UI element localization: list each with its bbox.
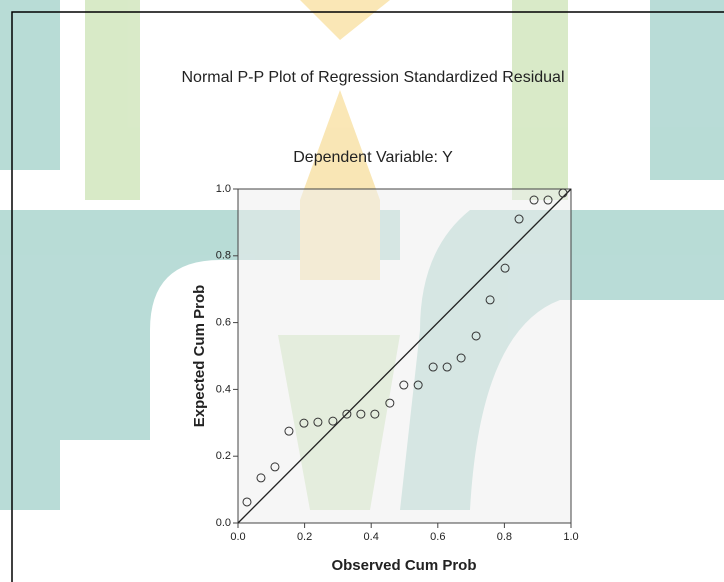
chart-title: Normal P-P Plot of Regression Standardiz… [181,69,564,86]
watermark-shape [0,0,60,170]
point [328,416,338,426]
x-tick-label: 0.4 [364,531,379,543]
watermark-shape [85,0,140,200]
watermark-shape [0,210,400,510]
point [313,417,323,427]
point [558,188,568,198]
x-axis-label: Observed Cum Prob [331,557,476,574]
point [428,362,438,372]
point [242,497,252,507]
point [485,295,495,305]
x-tick-label: 0.8 [497,531,512,543]
reference-line [237,188,572,524]
y-tick-label: 0.8 [216,250,231,262]
chart-subtitle: Dependent Variable: Y [293,149,453,166]
y-tick-label: 0.6 [216,317,231,329]
point [543,195,553,205]
point [284,426,294,436]
x-tick-label: 1.0 [563,531,578,543]
point [500,263,510,273]
watermark-shape [650,0,724,180]
y-tick-label: 0.2 [216,450,231,462]
point [514,214,524,224]
x-tick-label: 0.2 [297,531,312,543]
y-tick-label: 0.4 [216,383,231,395]
point [399,380,409,390]
point [342,409,352,419]
y-tick-label: 1.0 [216,183,231,195]
y-tick-label: 0.0 [216,517,231,529]
point [370,409,380,419]
point [413,380,423,390]
x-tick-label: 0.6 [430,531,445,543]
watermark-shape [512,0,568,200]
point [270,462,280,472]
point [456,353,466,363]
point [299,418,309,428]
y-axis-label: Expected Cum Prob [191,285,208,428]
point [356,409,366,419]
point [256,473,266,483]
frame [11,11,724,582]
x-tick-label: 0.0 [230,531,245,543]
point [471,331,481,341]
point [442,362,452,372]
point [529,195,539,205]
point [385,398,395,408]
